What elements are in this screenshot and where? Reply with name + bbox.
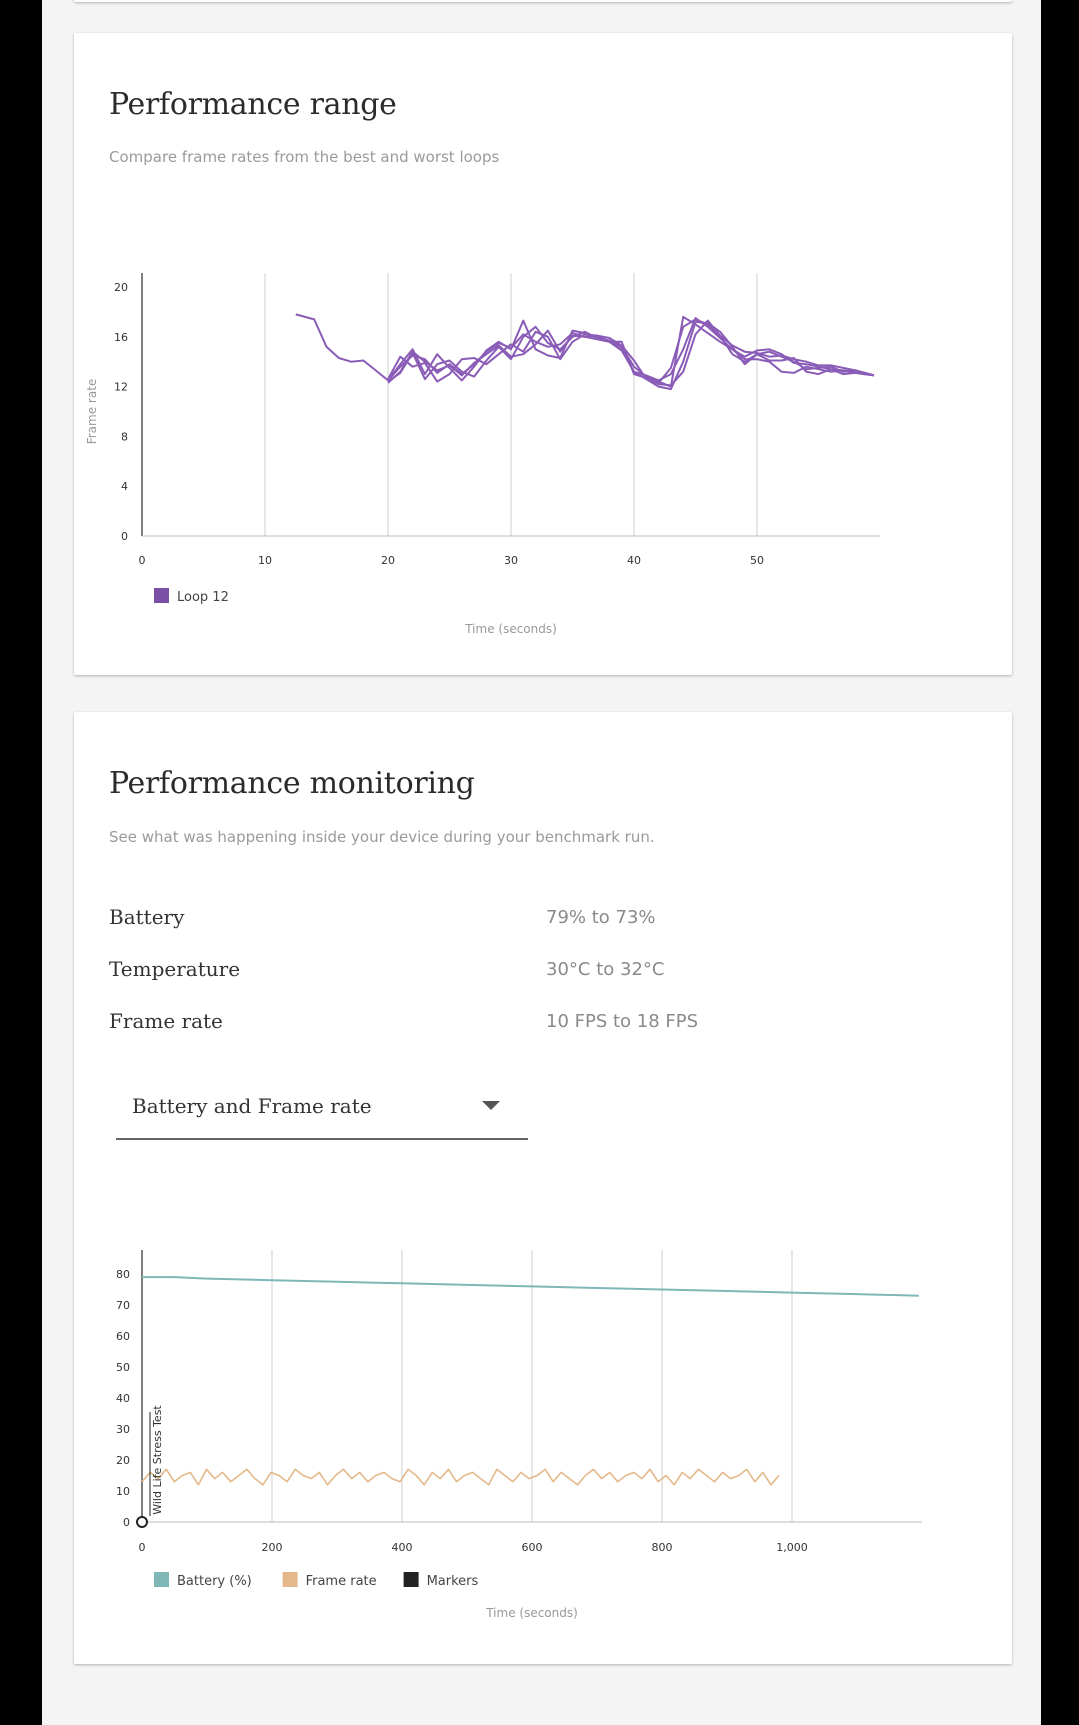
caret-down-icon[interactable] <box>482 1101 500 1110</box>
stat-label: Battery <box>109 905 185 929</box>
y-tick-label: 10 <box>116 1485 130 1498</box>
x-tick-label: 800 <box>652 1541 673 1554</box>
card-subtitle: See what was happening inside your devic… <box>109 828 655 846</box>
x-tick-label: 30 <box>504 554 518 567</box>
battery-series-line <box>142 1276 919 1297</box>
x-axis-title: Time (seconds) <box>464 622 557 636</box>
stat-value: 10 FPS to 18 FPS <box>546 1011 699 1032</box>
stat-label: Frame rate <box>109 1009 223 1033</box>
previous-card <box>74 0 1012 2</box>
legend-label: Battery (%) <box>177 1574 252 1589</box>
marker-point <box>136 1516 148 1528</box>
performance-monitoring-card: Performance monitoring See what was happ… <box>74 712 1012 1664</box>
frame-rate-series-line <box>141 1468 780 1486</box>
y-tick-label: 80 <box>116 1268 130 1281</box>
y-tick-label: 60 <box>116 1330 130 1343</box>
x-tick-label: 40 <box>627 554 641 567</box>
card-subtitle: Compare frame rates from the best and wo… <box>109 148 500 166</box>
x-tick-label: 0 <box>139 554 146 567</box>
metric-select-dropdown[interactable]: Battery and Frame rate <box>116 1084 528 1140</box>
y-tick-label: 4 <box>121 480 128 493</box>
x-tick-label: 20 <box>381 554 395 567</box>
x-tick-label: 1,000 <box>776 1541 808 1554</box>
stat-row-temperature: Temperature 30°C to 32°C <box>109 957 969 987</box>
y-tick-label: 8 <box>121 430 128 443</box>
x-axis-title: Time (seconds) <box>485 1606 578 1620</box>
y-tick-label: 16 <box>114 331 128 344</box>
legend-swatch <box>154 588 169 603</box>
monitoring-chart: 0 200 400 600 800 1,000 0 10 20 30 40 50 60 70 80 Wild … <box>116 1250 922 1620</box>
card-title: Performance monitoring <box>109 766 475 801</box>
legend-swatch <box>154 1572 169 1587</box>
performance-range-card: Performance range Compare frame rates fr… <box>74 33 1012 675</box>
y-tick-label: 40 <box>116 1392 130 1405</box>
screen: Performance range Compare frame rates fr… <box>42 0 1041 1725</box>
legend-label: Frame rate <box>306 1574 377 1589</box>
stat-value: 30°C to 32°C <box>546 959 665 980</box>
y-tick-label: 0 <box>123 1516 130 1529</box>
y-tick-label: 20 <box>116 1454 130 1467</box>
series-line <box>387 317 875 383</box>
y-tick-label: 70 <box>116 1299 130 1312</box>
card-title: Performance range <box>109 87 397 122</box>
series-line <box>387 315 875 388</box>
y-tick-label: 30 <box>116 1423 130 1436</box>
legend-label: Loop 12 <box>177 590 229 605</box>
marker-label: Wild Life Stress Test <box>151 1405 164 1515</box>
x-tick-label: 50 <box>750 554 764 567</box>
stat-label: Temperature <box>109 957 241 981</box>
y-tick-label: 20 <box>114 281 128 294</box>
y-axis-title: Frame rate <box>85 379 99 445</box>
legend-swatch <box>282 1572 298 1587</box>
legend-label: Markers <box>427 1574 479 1589</box>
stat-value: 79% to 73% <box>546 907 656 928</box>
x-tick-label: 400 <box>392 1541 413 1554</box>
frame-rate-range-chart: 0 10 20 30 40 50 0 4 8 12 16 20 Frame rate Time (seco… <box>85 273 880 636</box>
legend-swatch <box>403 1572 419 1587</box>
series-line <box>387 319 875 387</box>
stat-row-frame-rate: Frame rate 10 FPS to 18 FPS <box>109 1009 969 1039</box>
x-tick-label: 0 <box>139 1541 146 1554</box>
y-tick-label: 12 <box>114 381 128 394</box>
y-tick-label: 50 <box>116 1361 130 1374</box>
dropdown-selected-value: Battery and Frame rate <box>132 1094 372 1118</box>
x-tick-label: 10 <box>258 554 272 567</box>
x-tick-label: 200 <box>262 1541 283 1554</box>
stat-row-battery: Battery 79% to 73% <box>109 905 969 935</box>
y-tick-label: 0 <box>121 530 128 543</box>
x-tick-label: 600 <box>522 1541 543 1554</box>
